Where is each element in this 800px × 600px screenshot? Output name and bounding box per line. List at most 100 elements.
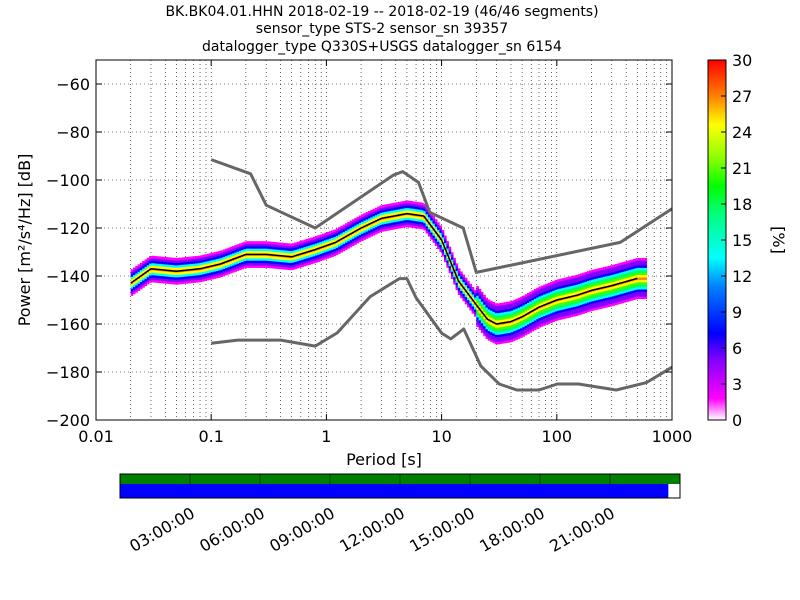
psd-density-cell: [547, 318, 551, 322]
psd-density-cell: [628, 274, 631, 278]
psd-density-cell: [533, 293, 537, 297]
psd-density-cell: [621, 266, 625, 270]
psd-density-cell: [616, 265, 620, 269]
psd-density-cell: [356, 233, 360, 237]
psd-density-cell: [262, 243, 265, 247]
psd-density-cell: [609, 291, 613, 295]
psd-density-cell: [319, 241, 323, 245]
psd-density-cell: [303, 242, 307, 245]
psd-density-cell: [635, 263, 638, 266]
psd-density-cell: [363, 234, 366, 238]
psd-density-cell: [593, 285, 597, 289]
psd-density-cell: [621, 262, 625, 265]
psd-density-cell: [388, 218, 392, 221]
psd-density-cell: [453, 274, 456, 278]
psd-density-cell: [268, 260, 272, 264]
psd-density-cell: [202, 269, 205, 272]
psd-density-cell: [508, 318, 512, 321]
psd-density-cell: [149, 263, 152, 266]
psd-density-cell: [225, 258, 228, 261]
psd-density-cell: [321, 255, 325, 258]
psd-density-cell: [591, 300, 595, 304]
psd-density-cell: [430, 229, 433, 233]
psd-density-cell: [598, 296, 601, 300]
psd-density-cell: [439, 239, 443, 243]
psd-density-cell: [492, 316, 496, 320]
psd-density-cell: [623, 266, 627, 270]
psd-density-cell: [494, 310, 498, 314]
psd-density-cell: [344, 247, 348, 250]
psd-density-cell: [510, 312, 514, 316]
psd-density-cell: [510, 315, 514, 318]
psd-density-cell: [142, 261, 145, 264]
psd-density-cell: [347, 231, 350, 235]
psd-density-cell: [372, 208, 376, 212]
psd-density-cell: [303, 244, 307, 248]
psd-density-cell: [427, 231, 431, 235]
psd-density-cell: [605, 288, 608, 291]
psd-density-cell: [204, 273, 208, 277]
psd-density-cell: [179, 260, 182, 263]
psd-density-cell: [450, 271, 454, 275]
psd-density-cell: [554, 292, 558, 295]
psd-density-cell: [407, 210, 410, 213]
psd-density-cell: [628, 281, 631, 285]
psd-density-cell: [213, 259, 217, 263]
psd-density-cell: [602, 298, 606, 301]
psd-density-cell: [234, 259, 237, 263]
psd-density-cell: [137, 285, 141, 289]
psd-density-cell: [579, 302, 583, 305]
psd-density-cell: [222, 249, 226, 253]
psd-density-cell: [566, 277, 569, 280]
psd-density-cell: [209, 260, 212, 264]
psd-density-cell: [331, 249, 334, 253]
psd-density-cell: [197, 274, 201, 278]
psd-density-cell: [358, 217, 362, 221]
psd-density-cell: [533, 310, 537, 314]
psd-density-cell: [153, 272, 157, 276]
psd-density-cell: [229, 251, 233, 255]
psd-density-cell: [342, 246, 346, 249]
psd-density-cell: [448, 265, 452, 269]
psd-density-cell: [303, 249, 307, 252]
psd-density-cell: [146, 257, 150, 261]
psd-density-cell: [448, 251, 452, 255]
psd-density-cell: [503, 323, 507, 327]
psd-density-cell: [584, 305, 588, 309]
psd-density-cell: [257, 248, 261, 252]
psd-density-cell: [434, 238, 438, 242]
psd-density-cell: [409, 200, 413, 204]
psd-density-cell: [476, 317, 479, 320]
psd-density-cell: [132, 274, 136, 278]
psd-density-cell: [573, 287, 576, 291]
psd-density-cell: [232, 262, 235, 266]
psd-density-cell: [282, 266, 286, 270]
psd-density-cell: [206, 272, 210, 276]
psd-density-cell: [287, 267, 290, 270]
psd-density-cell: [513, 338, 516, 341]
psd-density-cell: [619, 291, 622, 295]
psd-density-cell: [423, 213, 426, 217]
psd-density-cell: [612, 291, 615, 294]
psd-density-cell: [278, 266, 281, 270]
psd-density-cell: [559, 288, 562, 292]
psd-density-cell: [188, 266, 191, 269]
psd-density-cell: [367, 218, 371, 221]
psd-density-cell: [515, 310, 519, 314]
psd-density-cell: [236, 261, 240, 264]
psd-density-cell: [478, 310, 482, 314]
psd-density-cell: [639, 272, 643, 276]
psd-density-cell: [483, 299, 486, 303]
psd-density-cell: [328, 245, 332, 249]
psd-density-cell: [538, 317, 542, 321]
mean-psd-line: [130, 212, 638, 325]
psd-density-cell: [268, 241, 272, 245]
psd-density-cell: [536, 316, 539, 320]
psd-density-cell: [206, 258, 210, 262]
psd-density-cell: [158, 277, 161, 281]
psd-density-cell: [598, 280, 601, 283]
psd-density-cell: [358, 229, 362, 233]
psd-density-cell: [628, 291, 631, 295]
psd-density-cell: [222, 268, 226, 272]
psd-density-cell: [351, 226, 355, 230]
